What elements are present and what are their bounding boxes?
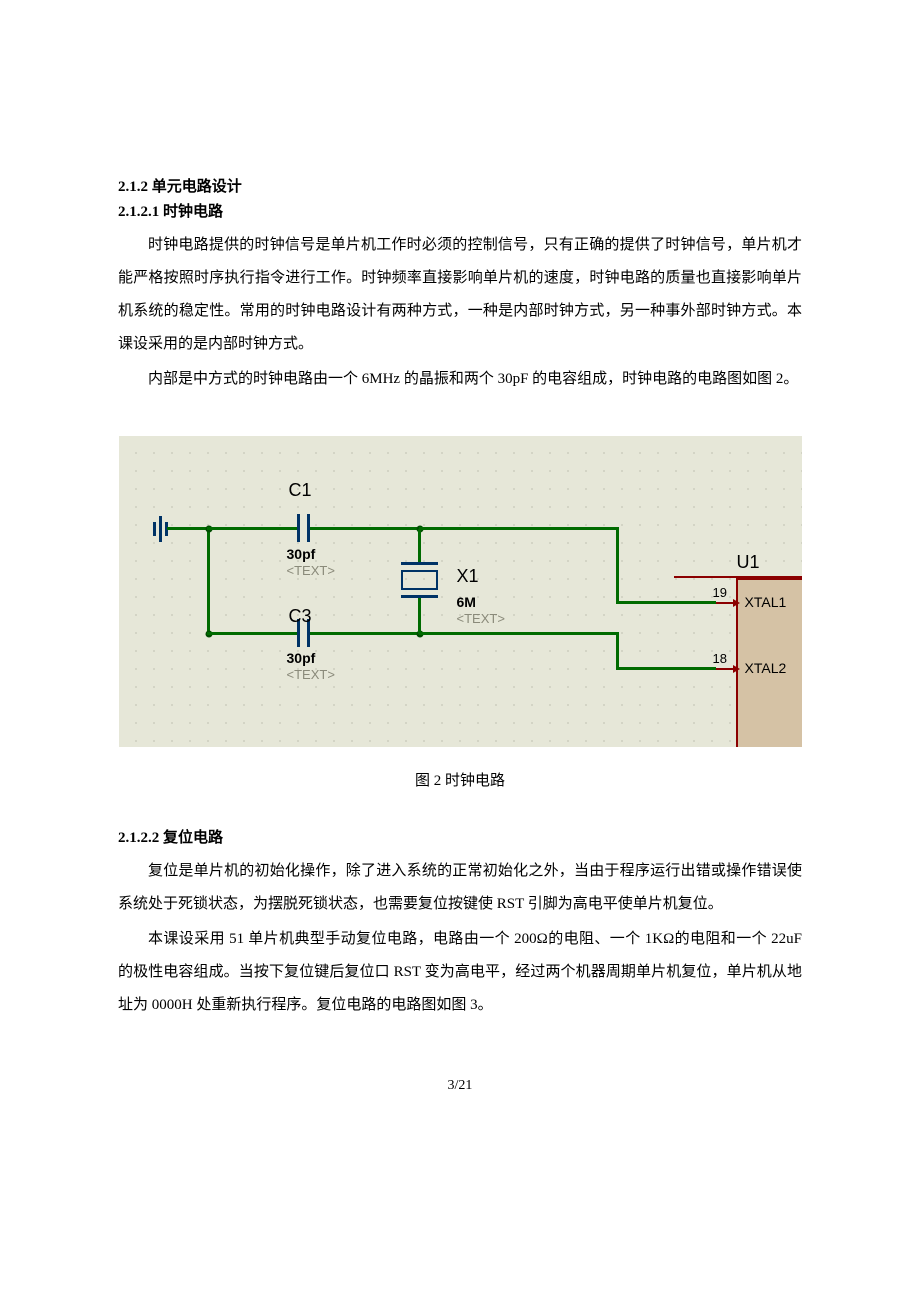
heading-clock: 2.1.2.1 时钟电路: [118, 200, 802, 221]
figure-caption: 图 2 时钟电路: [118, 769, 802, 790]
paragraph-clock-1: 时钟电路提供的时钟信号是单片机工作时必须的控制信号，只有正确的提供了时钟信号，单…: [118, 229, 802, 361]
pin-arrow-icon: [733, 599, 740, 607]
pin-18-label: XTAL2: [745, 660, 787, 676]
label-x1: X1: [457, 566, 479, 587]
pin-19-num: 19: [713, 585, 727, 600]
label-c3-value: 30pf: [287, 650, 316, 666]
label-c1-value: 30pf: [287, 546, 316, 562]
label-c3: C3: [289, 606, 312, 627]
wire: [167, 527, 209, 530]
document-page: 2.1.2 单元电路设计 2.1.2.1 时钟电路 时钟电路提供的时钟信号是单片…: [0, 0, 920, 1154]
paragraph-reset-2: 本课设采用 51 单片机典型手动复位电路，电路由一个 200Ω的电阻、一个 1K…: [118, 923, 802, 1022]
pin-19-label: XTAL1: [745, 594, 787, 610]
label-x1-placeholder: <TEXT>: [457, 611, 505, 626]
label-x1-value: 6M: [457, 594, 476, 610]
dot-grid: [119, 436, 802, 747]
label-c1: C1: [289, 480, 312, 501]
circuit-diagram: C1 30pf <TEXT> C3 30pf <TEXT> X1 6M <TEX…: [119, 436, 802, 747]
paragraph-clock-2: 内部是中方式的时钟电路由一个 6MHz 的晶振和两个 30pF 的电容组成，时钟…: [118, 363, 802, 396]
paragraph-reset-1: 复位是单片机的初始化操作，除了进入系统的正常初始化之外，当由于程序运行出错或操作…: [118, 855, 802, 921]
page-number: 3/21: [118, 1078, 802, 1094]
ground-icon: [159, 516, 162, 542]
heading-section: 2.1.2 单元电路设计: [118, 175, 802, 196]
figure-2: C1 30pf <TEXT> C3 30pf <TEXT> X1 6M <TEX…: [118, 436, 802, 790]
label-u1: U1: [737, 552, 760, 573]
pin-18-num: 18: [713, 651, 727, 666]
crystal-x1: [401, 562, 438, 565]
capacitor-c1: [297, 514, 300, 542]
label-c1-placeholder: <TEXT>: [287, 563, 335, 578]
heading-reset: 2.1.2.2 复位电路: [118, 826, 802, 847]
label-c3-placeholder: <TEXT>: [287, 667, 335, 682]
